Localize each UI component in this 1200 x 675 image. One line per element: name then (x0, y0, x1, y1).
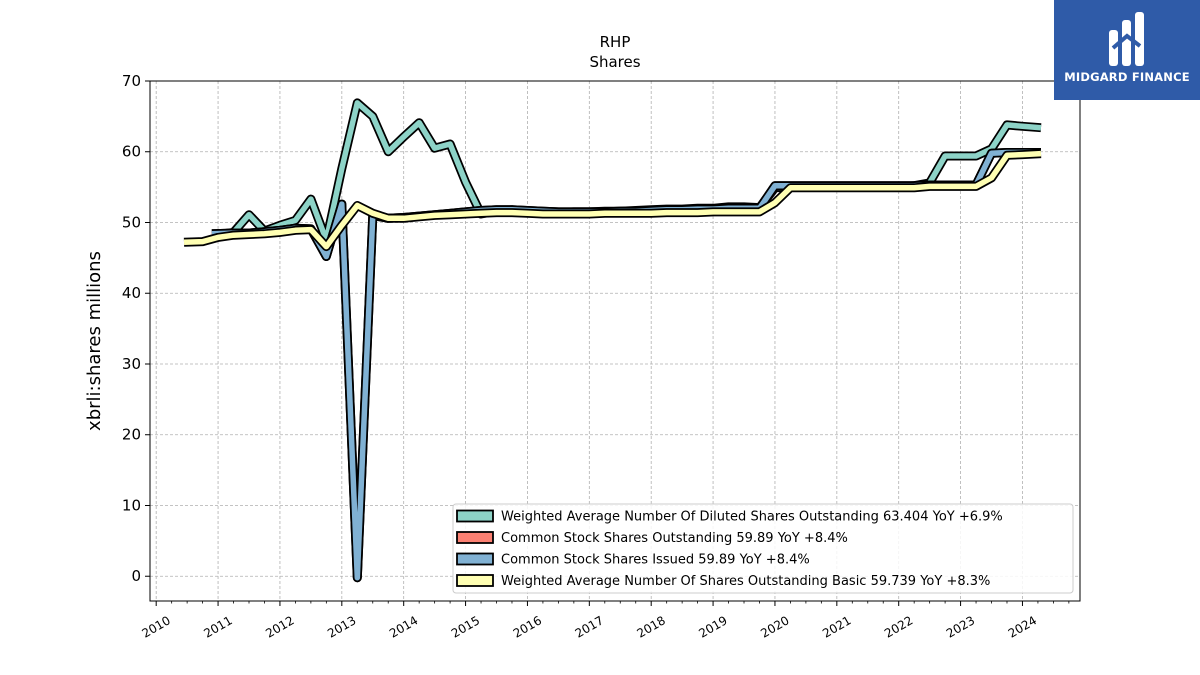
legend-swatch (456, 552, 494, 566)
x-tick-label: 2016 (511, 613, 544, 640)
legend-swatch (456, 574, 494, 587)
x-tick-label: 2019 (696, 613, 729, 640)
brand-logo: MIDGARD FINANCE (1054, 0, 1200, 100)
y-tick-label: 50 (122, 213, 141, 231)
legend-swatch (456, 509, 494, 523)
x-tick-label: 2024 (1006, 613, 1039, 640)
legend: Weighted Average Number Of Diluted Share… (452, 503, 1074, 594)
brand-mark-icon (1109, 12, 1144, 66)
y-tick-label: 20 (122, 426, 141, 444)
x-tick-label: 2021 (820, 613, 853, 640)
legend-label: Weighted Average Number Of Shares Outsta… (501, 574, 990, 589)
y-tick-label: 70 (122, 72, 141, 90)
legend-items: Weighted Average Number Of Diluted Share… (456, 509, 1003, 589)
x-tick-label: 2017 (573, 613, 606, 640)
legend-swatch (456, 531, 494, 544)
x-tick-label: 2018 (634, 613, 667, 640)
x-tick-label: 2015 (449, 613, 482, 640)
x-tick-label: 2022 (882, 613, 915, 640)
legend-label: Weighted Average Number Of Diluted Share… (501, 510, 1003, 525)
legend-box (452, 503, 1074, 594)
series-line (183, 150, 1042, 250)
x-tick-label: 2010 (139, 613, 172, 640)
plot-frame (149, 80, 1081, 602)
chart-subtitle: Shares (589, 53, 640, 71)
x-tick-label: 2011 (201, 613, 234, 640)
y-tick-label: 40 (122, 284, 141, 302)
x-tick-label: 2012 (263, 613, 296, 640)
chart-title: RHP (600, 33, 631, 51)
y-tick-label: 10 (122, 496, 141, 514)
y-axis-label: xbrli:shares millions (84, 251, 105, 431)
legend-label: Common Stock Shares Issued 59.89 YoY +8.… (501, 553, 810, 568)
x-tick-label: 2023 (944, 613, 977, 640)
y-tick-label: 60 (122, 143, 141, 161)
x-tick-label: 2013 (325, 613, 358, 640)
y-tick-label: 0 (131, 567, 141, 585)
legend-label: Common Stock Shares Outstanding 59.89 Yo… (501, 531, 848, 546)
brand-name: MIDGARD FINANCE (1064, 70, 1190, 84)
y-axis-ticks: 0 10 20 30 40 50 60 70 (122, 72, 150, 585)
series-layer (183, 98, 1042, 583)
y-tick-label: 30 (122, 355, 141, 373)
x-tick-label: 2014 (387, 613, 420, 640)
x-axis-ticks: 2010 2011 2012 2013 2014 2015 2016 2017 2018 2019… (139, 601, 1070, 641)
x-tick-label: 2020 (758, 613, 791, 640)
